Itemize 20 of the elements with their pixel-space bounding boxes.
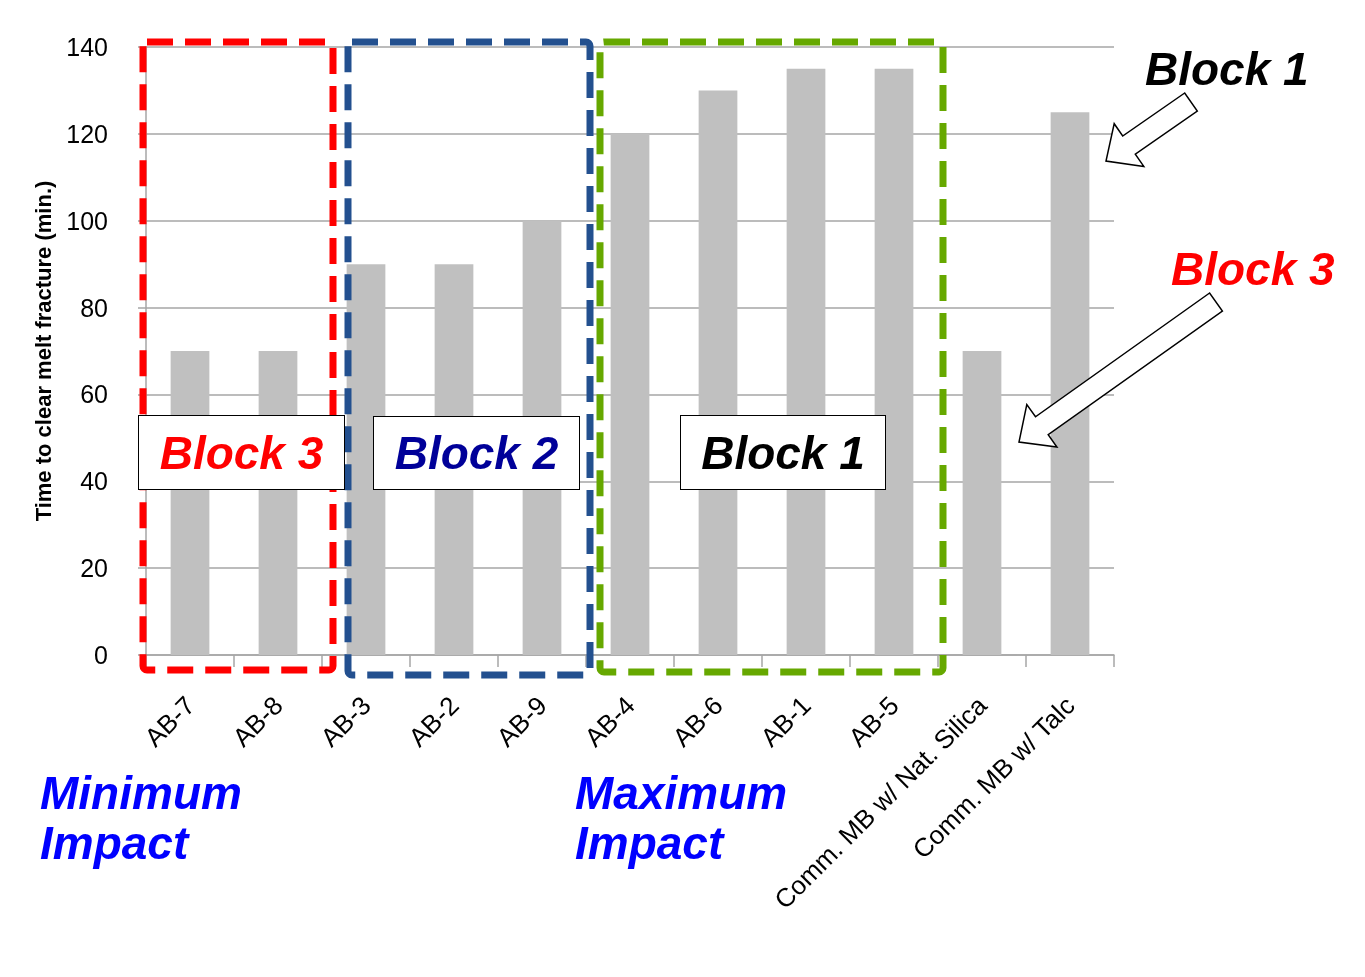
text: Block 1 bbox=[1145, 43, 1309, 95]
y-tick-label: 140 bbox=[66, 33, 108, 61]
text: Block 3 bbox=[1171, 243, 1335, 295]
annotation: Block 2 bbox=[373, 416, 580, 490]
y-tick-label: 120 bbox=[66, 119, 108, 148]
annotation: Block 1 bbox=[680, 415, 886, 490]
bar bbox=[1050, 112, 1090, 655]
bar bbox=[610, 133, 650, 655]
bar bbox=[962, 351, 1002, 655]
y-axis-title: Time to clear melt fracture (min.) bbox=[30, 180, 56, 522]
y-tick-label: 0 bbox=[94, 641, 108, 669]
text: Maximum Impact bbox=[575, 767, 788, 869]
text: Minimum Impact bbox=[40, 767, 242, 869]
y-tick-label: 40 bbox=[80, 467, 108, 496]
annotation: Block 3 bbox=[138, 415, 345, 490]
bar bbox=[874, 68, 914, 655]
y-tick-label: 100 bbox=[66, 206, 108, 235]
y-tick-label: 60 bbox=[80, 380, 108, 409]
y-tick-label: 80 bbox=[80, 293, 108, 322]
y-tick-label: 20 bbox=[80, 554, 108, 583]
